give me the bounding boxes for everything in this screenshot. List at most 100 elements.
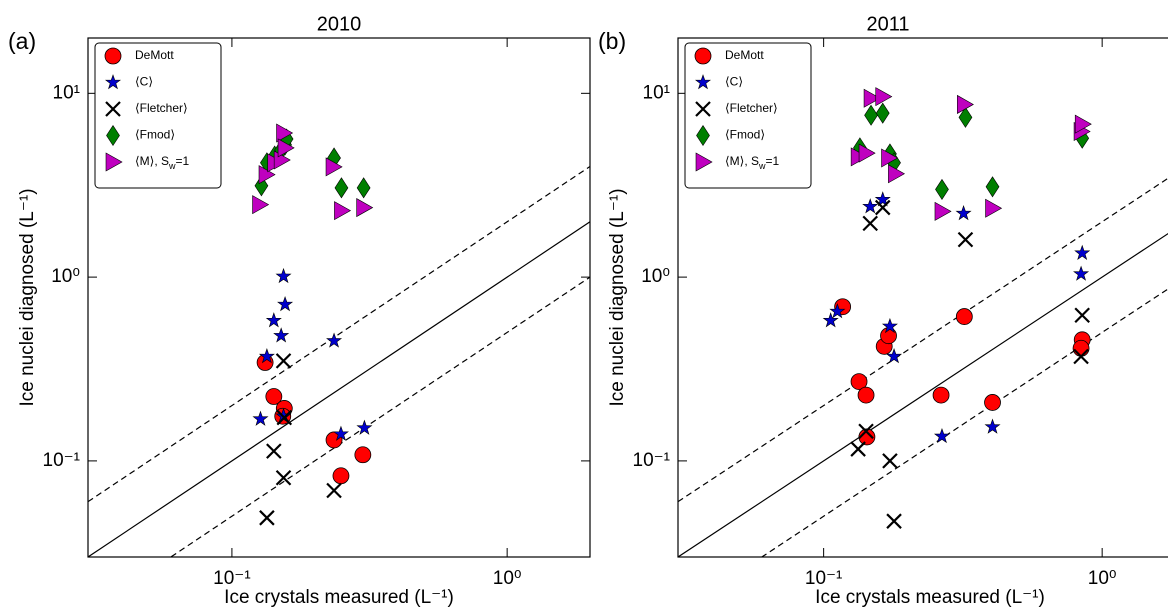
marker bbox=[957, 231, 974, 248]
marker bbox=[857, 386, 875, 404]
marker bbox=[985, 176, 1000, 198]
reference-line bbox=[678, 232, 1168, 557]
plot-area bbox=[678, 87, 1168, 557]
panel: 10⁻¹ 10⁰ 10⁻¹ 10⁰ 10¹ 2010 (a) Ice crystals mea… bbox=[8, 13, 591, 608]
marker bbox=[858, 143, 876, 163]
chart-title: 2011 bbox=[866, 13, 909, 35]
x-tick-label: 10⁻¹ bbox=[213, 568, 251, 589]
marker bbox=[850, 441, 866, 457]
x-axis-label: Ice crystals measured (L⁻¹) bbox=[815, 587, 1045, 608]
legend-label: ⟨Fmod⟩ bbox=[135, 128, 175, 142]
marker bbox=[882, 453, 898, 469]
marker bbox=[864, 104, 878, 126]
marker bbox=[862, 198, 879, 214]
legend-marker bbox=[695, 101, 711, 117]
marker bbox=[273, 327, 290, 343]
marker bbox=[1074, 307, 1090, 324]
marker bbox=[334, 201, 352, 221]
axes-frame bbox=[677, 37, 1168, 558]
legend-marker bbox=[105, 152, 123, 172]
marker bbox=[356, 419, 373, 435]
legend-label: ⟨Fmod⟩ bbox=[725, 128, 765, 142]
legend-marker bbox=[104, 47, 122, 65]
marker bbox=[266, 443, 282, 459]
y-tick-label: 10⁰ bbox=[51, 266, 80, 287]
marker bbox=[829, 303, 846, 319]
y-axis-label: Ice nuclei diagnosed (L⁻¹) bbox=[607, 188, 628, 406]
reference-line bbox=[88, 165, 590, 503]
marker bbox=[252, 195, 270, 215]
marker bbox=[935, 178, 949, 200]
marker bbox=[850, 373, 868, 391]
marker bbox=[886, 348, 903, 364]
marker bbox=[822, 312, 839, 328]
marker bbox=[275, 353, 292, 369]
x-tick-label: 10⁻¹ bbox=[805, 568, 843, 589]
marker bbox=[955, 308, 973, 325]
marker bbox=[957, 94, 974, 114]
legend-label: DeMott bbox=[725, 48, 764, 62]
marker bbox=[332, 425, 349, 441]
y-tick-label: 10¹ bbox=[643, 82, 670, 103]
marker bbox=[354, 446, 372, 464]
legend-marker bbox=[105, 74, 121, 90]
marker bbox=[258, 165, 276, 185]
marker bbox=[886, 513, 902, 529]
reference-line bbox=[760, 288, 1168, 557]
legend-box bbox=[684, 42, 812, 189]
marker bbox=[326, 332, 343, 348]
legend-marker bbox=[696, 124, 710, 147]
legend-label: ⟨C⟩ bbox=[725, 75, 743, 89]
x-axis-label: Ice crystals measured (L⁻¹) bbox=[224, 587, 454, 608]
y-tick-label: 10¹ bbox=[53, 82, 80, 103]
marker bbox=[1074, 114, 1092, 134]
marker bbox=[874, 191, 891, 207]
reference-line bbox=[88, 221, 590, 557]
marker bbox=[356, 177, 371, 199]
y-tick-label: 10⁻¹ bbox=[633, 450, 671, 471]
legend-label: ⟨C⟩ bbox=[135, 75, 153, 89]
marker bbox=[258, 348, 275, 364]
y-tick-label: 10⁻¹ bbox=[43, 450, 81, 471]
panel: 10⁻¹ 10⁰ 10⁻¹ 10⁰ 10¹ 2011 (b) Ice crystals mea… bbox=[598, 13, 1168, 608]
marker bbox=[252, 410, 269, 426]
y-tick-label: 10⁰ bbox=[641, 266, 670, 287]
chart-title: 2010 bbox=[317, 13, 362, 35]
legend-marker bbox=[694, 47, 712, 65]
marker bbox=[881, 148, 899, 168]
legend-marker bbox=[695, 152, 713, 172]
marker bbox=[276, 123, 294, 143]
marker bbox=[259, 510, 275, 526]
marker bbox=[1074, 244, 1091, 260]
legend-marker bbox=[695, 74, 711, 90]
marker bbox=[1072, 339, 1090, 357]
panel-label: (b) bbox=[598, 28, 626, 54]
marker bbox=[874, 199, 891, 216]
legend-label: ⟨Fletcher⟩ bbox=[135, 101, 188, 115]
marker bbox=[858, 423, 874, 440]
panel-label: (a) bbox=[8, 28, 36, 54]
marker bbox=[863, 88, 881, 108]
marker bbox=[356, 198, 374, 218]
marker bbox=[932, 386, 950, 404]
axes-frame bbox=[87, 37, 591, 558]
reference-line bbox=[678, 177, 1168, 503]
marker bbox=[984, 418, 1001, 434]
marker bbox=[881, 317, 898, 334]
marker bbox=[332, 467, 350, 485]
marker bbox=[1073, 265, 1090, 281]
marker bbox=[985, 198, 1003, 218]
marker bbox=[955, 205, 972, 221]
legend-label: ⟨M⟩, Sw=1 bbox=[135, 154, 190, 171]
marker bbox=[277, 138, 295, 158]
marker bbox=[276, 409, 293, 426]
marker bbox=[984, 394, 1001, 411]
legend-label: ⟨M⟩, Sw=1 bbox=[725, 154, 780, 171]
marker bbox=[325, 157, 343, 177]
marker bbox=[933, 427, 950, 444]
legend-marker bbox=[106, 124, 120, 147]
legend-marker bbox=[105, 101, 121, 117]
x-tick-label: 10⁰ bbox=[493, 568, 522, 589]
